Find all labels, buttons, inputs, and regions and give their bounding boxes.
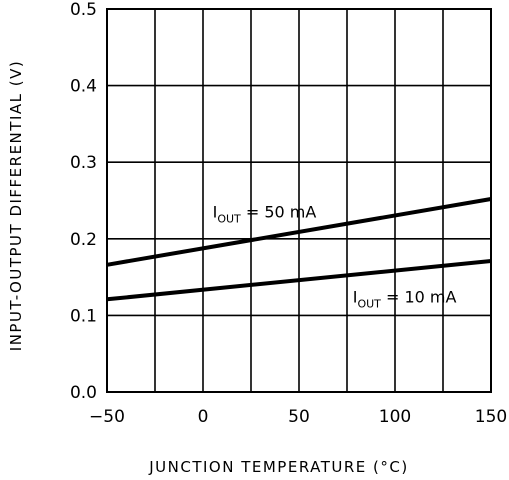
y-tick-label: 0.4: [70, 77, 97, 97]
x-axis-title: JUNCTION TEMPERATURE (°C): [148, 458, 408, 476]
y-tick-label: 0.5: [70, 0, 97, 20]
x-tick-label: 0: [198, 407, 209, 427]
series-lines: [106, 197, 492, 302]
x-tick-label: 50: [288, 407, 310, 427]
y-tick-label: 0.3: [70, 153, 97, 173]
series-line: [106, 259, 492, 302]
series-label: IOUT = 50 mA: [213, 202, 317, 225]
x-tick-labels: −50 0 50 100 150: [89, 407, 507, 427]
grid: [107, 9, 491, 392]
y-axis-title: INPUT-OUTPUT DIFFERENTIAL (V): [7, 60, 25, 351]
y-tick-label: 0.0: [70, 383, 97, 403]
x-tick-label: 150: [475, 407, 507, 427]
x-tick-label: −50: [89, 407, 125, 427]
y-tick-label: 0.1: [70, 306, 97, 326]
x-tick-label: 100: [379, 407, 411, 427]
series-label: IOUT = 10 mA: [353, 287, 457, 310]
y-tick-labels: 0.0 0.1 0.2 0.3 0.4 0.5: [70, 0, 97, 403]
series-line: [106, 197, 492, 267]
y-tick-label: 0.2: [70, 230, 97, 250]
series-labels: IOUT = 50 mA IOUT = 10 mA: [213, 202, 457, 310]
